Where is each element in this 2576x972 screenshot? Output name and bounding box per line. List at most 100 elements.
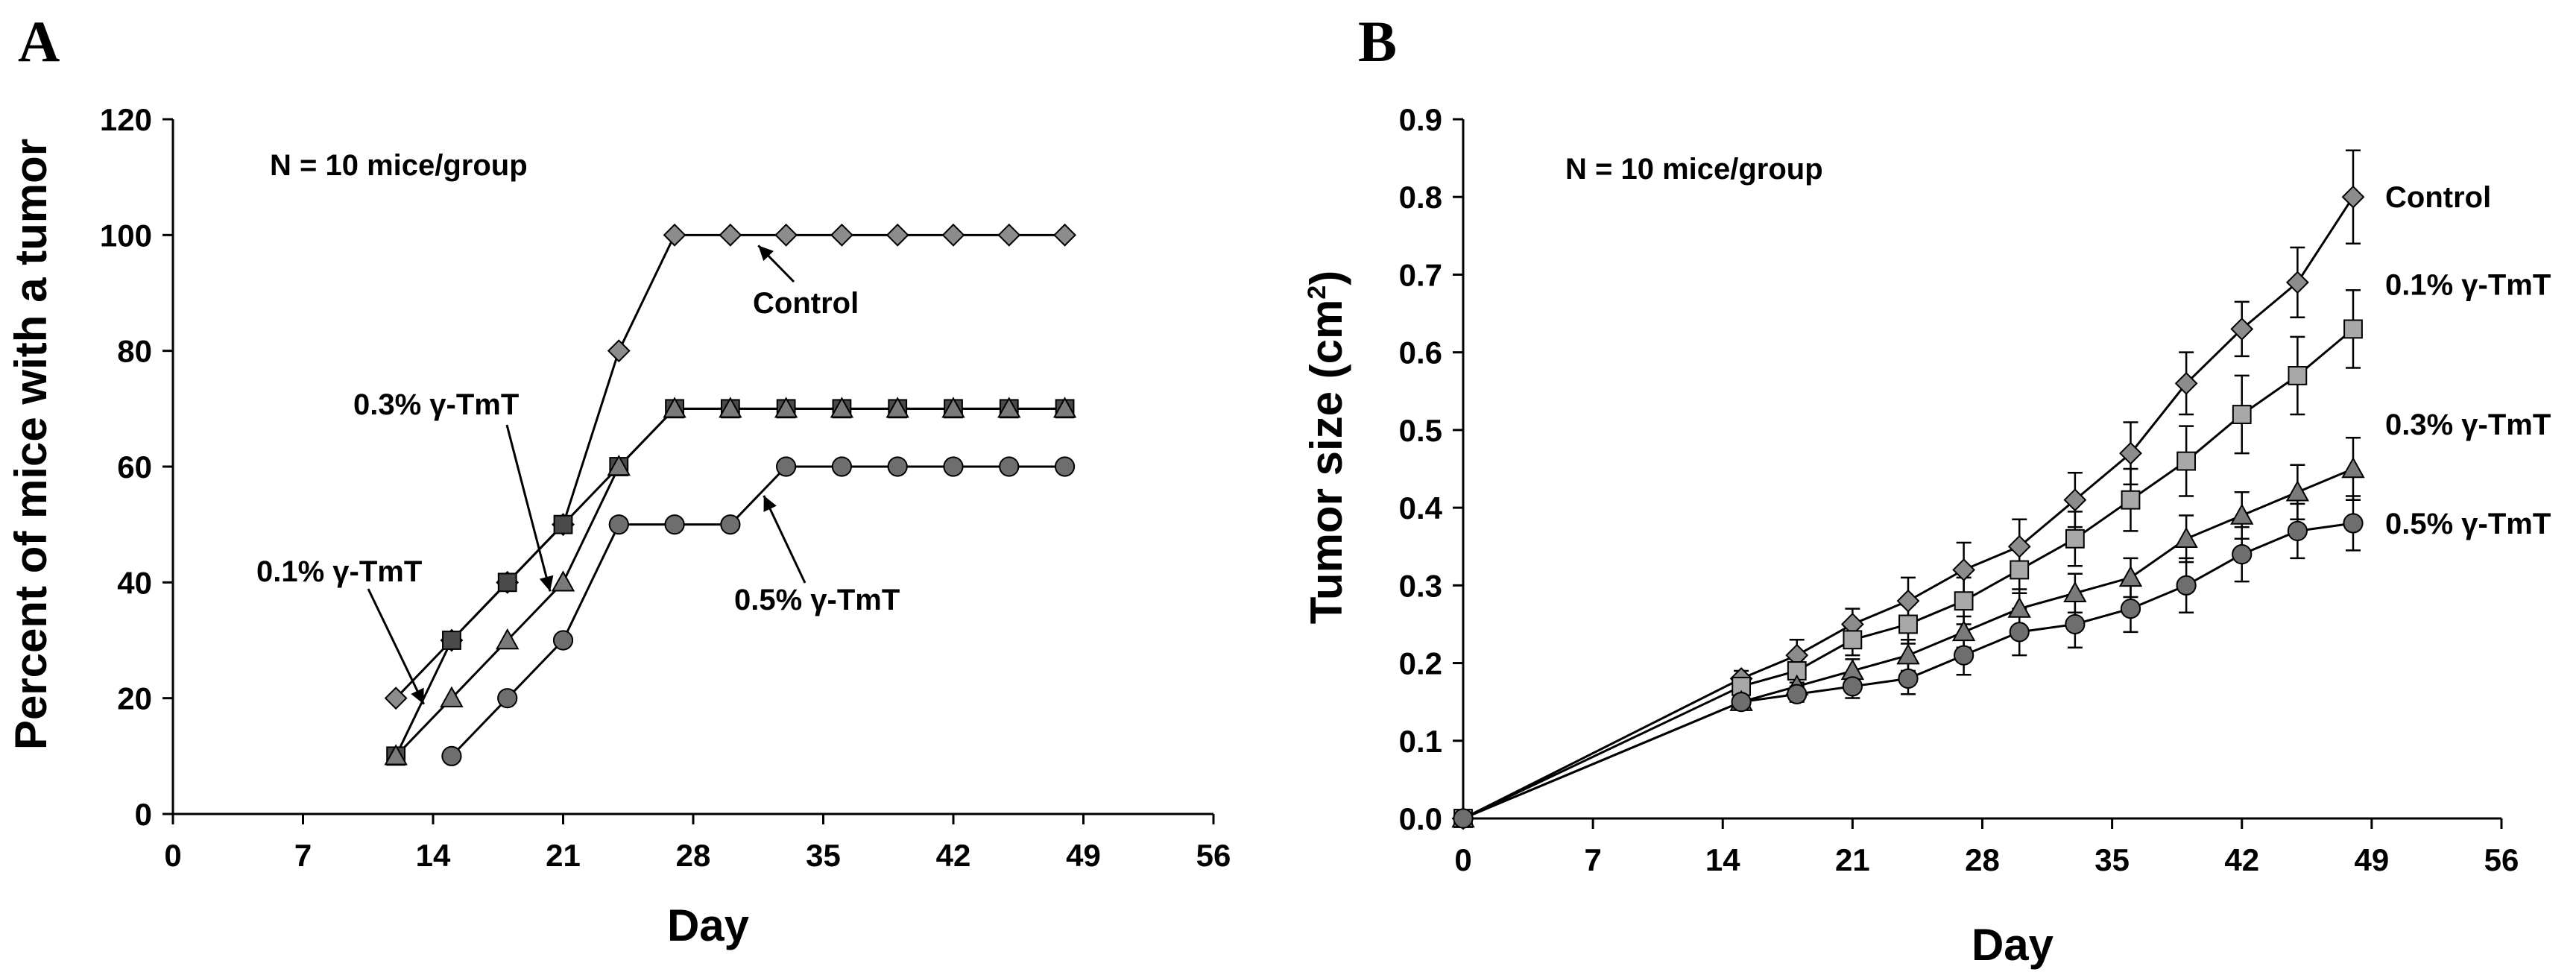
panel-a-point-control <box>997 223 1021 247</box>
panel-a-point-0-1-tmt <box>442 631 461 650</box>
panel-a-point-0-3-tmt <box>719 397 742 418</box>
panel-b-point-0-5-tmt <box>1842 676 1863 697</box>
panel-a-x-tick-label: 56 <box>1196 838 1231 873</box>
panel-b-point-0-5-tmt <box>1898 668 1919 689</box>
panel-a-point-0-5-tmt <box>776 456 797 477</box>
panel-b-x-tick-label: 14 <box>1705 842 1740 877</box>
panel-a-y-tick-label: 20 <box>117 681 152 716</box>
panel-b-ylabel: Tumor size (cm2) <box>1301 271 1351 625</box>
panel-b-point-0-3-tmt <box>1896 643 1920 665</box>
panel-a-point-control <box>384 687 408 710</box>
panel-b-chart: Tumor size (cm2) Day N = 10 mice/group 0… <box>1301 102 2551 970</box>
panel-b-series-line-control <box>1462 196 2355 820</box>
panel-b-point-0-5-tmt <box>1954 645 1974 666</box>
panel-a-point-control <box>607 339 631 363</box>
panel-a-x-tick-label: 7 <box>294 838 312 873</box>
panel-b-point-0-3-tmt <box>1951 619 1976 642</box>
panel-a-point-0-3-tmt <box>1052 397 1077 418</box>
panel-b-xlabel: Day <box>1972 920 2054 970</box>
panel-b-x-tick-label: 35 <box>2094 842 2130 877</box>
panel-b-point-control <box>2341 185 2365 209</box>
panel-b-ylabel-main: Tumor size (cm <box>1301 300 1351 625</box>
panel-a-point-control <box>886 223 909 247</box>
panel-a-n-note: N = 10 mice/group <box>270 149 528 182</box>
panel-a-label-0-1: 0.1% γ-TmT <box>256 555 422 588</box>
panel-a-point-0-3-tmt <box>774 397 798 418</box>
panel-b-x-tick-label: 42 <box>2224 842 2259 877</box>
panel-b-point-0-5-tmt <box>2065 613 2086 635</box>
panel-a-chart: Percent of mice with a tumor Day N = 10 … <box>6 102 1231 950</box>
panel-a-point-control <box>941 223 965 247</box>
panel-a-y-tick-label: 100 <box>100 218 152 253</box>
panel-b-point-0-5-tmt <box>2120 599 2141 619</box>
panel-a-arrow-0-5 <box>763 495 806 584</box>
panel-a-y-tick-label: 80 <box>117 334 152 369</box>
panel-b-point-0-5-tmt <box>2343 513 2364 534</box>
panel-b-point-0-3-tmt <box>2230 503 2254 525</box>
panel-b-point-control <box>2174 371 2198 395</box>
panel-b-series-label-0-1-tmt: 0.1% γ-TmT <box>2385 268 2551 301</box>
panel-a-x-tick-label: 21 <box>546 838 581 873</box>
panel-a-arrow-control-head <box>758 245 774 262</box>
panel-a-x-tick-label: 14 <box>416 838 451 873</box>
panel-b-point-0-5-tmt <box>1731 692 1752 713</box>
panel-b-point-0-1-tmt <box>2065 528 2085 549</box>
panel-b-point-0-3-tmt <box>2341 456 2365 479</box>
panel-b-y-tick-label: 0.2 <box>1399 646 1442 681</box>
panel-b-point-control <box>2230 317 2254 341</box>
panel-b-y-tick-label: 0.3 <box>1399 568 1442 603</box>
panel-b-series-line-0-1-tmt <box>1462 328 2354 820</box>
panel-b-point-0-5-tmt <box>1787 684 1808 704</box>
panel-a-y-tick-label: 60 <box>117 449 152 485</box>
panel-b-point-0-1-tmt <box>2232 405 2252 424</box>
panel-b-n-note: N = 10 mice/group <box>1565 153 1823 186</box>
panel-a-point-0-3-tmt <box>830 397 854 418</box>
panel-a-x-tick-label: 28 <box>676 838 711 873</box>
panel-b-x-tick-label: 0 <box>1454 842 1471 877</box>
panel-a-y-tick-label: 0 <box>135 797 152 832</box>
panel-a-point-0-3-tmt <box>663 397 686 418</box>
panel-b-point-control <box>1896 589 1920 613</box>
panel-b-series-label-control: Control <box>2385 181 2491 214</box>
panel-a-x-tick-label: 0 <box>164 838 181 873</box>
panel-b-point-0-1-tmt <box>1898 614 1918 634</box>
panel-a-point-0-5-tmt <box>664 514 685 535</box>
panel-b-point-0-5-tmt <box>2009 622 2030 643</box>
panel-a-arrow-0-1 <box>367 588 425 705</box>
panel-b-y-tick-label: 0.6 <box>1399 335 1442 370</box>
panel-b-y-tick-label: 0.4 <box>1399 490 1443 526</box>
panel-a-point-control <box>774 223 798 247</box>
panel-b-point-control <box>2007 534 2031 558</box>
panel-a-point-0-3-tmt <box>607 454 631 476</box>
panel-b-x-tick-label: 21 <box>1835 842 1870 877</box>
panel-a-point-0-5-tmt <box>720 514 741 535</box>
panel-a-point-control <box>1053 223 1076 247</box>
panel-b-point-control <box>1952 558 1976 581</box>
panel-b-ylabel-sup: 2 <box>1303 285 1331 300</box>
panel-b-series-label-0-3-tmt: 0.3% γ-TmT <box>2385 408 2551 441</box>
panel-b-ylabel-end: ) <box>1301 271 1351 285</box>
panel-a-point-0-5-tmt <box>552 630 574 651</box>
panel-a-y-tick-label: 120 <box>100 102 152 137</box>
panel-b-y-tick-label: 0.9 <box>1399 102 1442 137</box>
panel-a-point-0-3-tmt <box>384 744 408 766</box>
panel-b-y-tick-label: 0.1 <box>1399 724 1442 759</box>
panel-a-point-0-3-tmt <box>886 397 909 418</box>
panel-b-letter: B <box>1358 9 1397 74</box>
panel-b-point-0-3-tmt <box>2007 596 2031 618</box>
panel-b-point-0-5-tmt <box>1453 808 1474 829</box>
panel-a-point-0-5-tmt <box>887 456 908 477</box>
panel-a-point-control <box>719 223 742 247</box>
panel-a-x-tick-label: 42 <box>936 838 971 873</box>
panel-a-point-0-5-tmt <box>999 456 1020 477</box>
panel-a-point-0-3-tmt <box>997 397 1021 418</box>
panel-a-point-0-5-tmt <box>943 456 964 477</box>
panel-a-label-0-3: 0.3% γ-TmT <box>353 388 519 421</box>
panel-a-letter: A <box>18 9 60 74</box>
panel-a-point-0-3-tmt <box>941 397 965 418</box>
panel-a-x-tick-label: 49 <box>1066 838 1101 873</box>
panel-b-y-tick-label: 0.8 <box>1399 180 1442 215</box>
panel-b-x-tick-label: 49 <box>2355 842 2390 877</box>
panel-b-point-control <box>2063 488 2087 512</box>
panel-b-point-0-1-tmt <box>2010 560 2030 580</box>
